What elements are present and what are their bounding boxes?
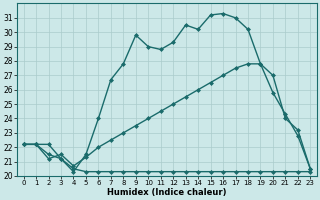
X-axis label: Humidex (Indice chaleur): Humidex (Indice chaleur) — [107, 188, 227, 197]
